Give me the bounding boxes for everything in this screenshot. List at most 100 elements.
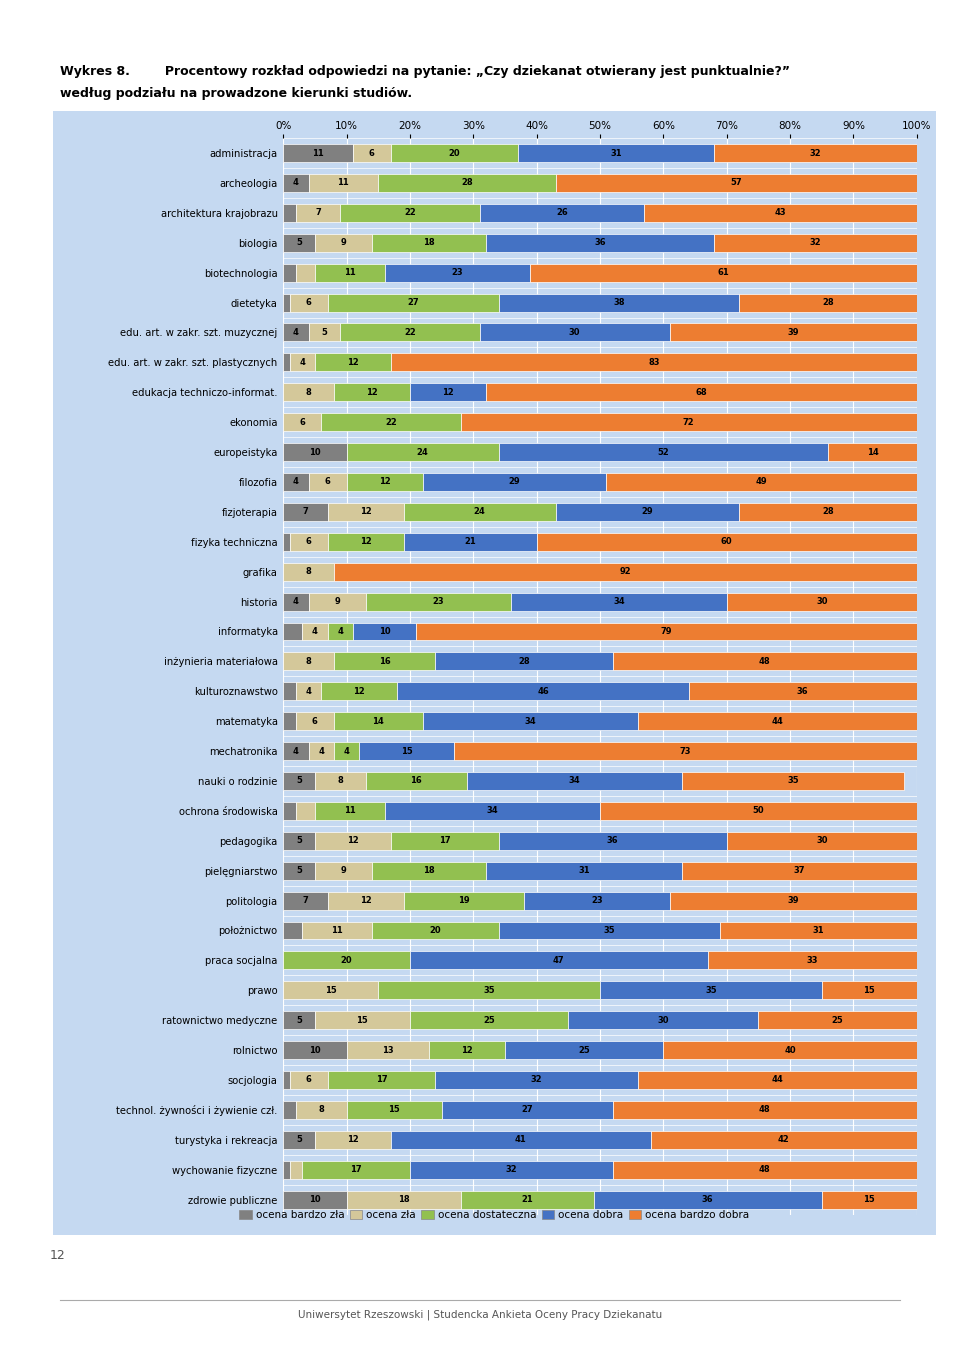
Text: 15: 15 [863, 986, 876, 995]
Bar [556, 502, 739, 521]
Bar [327, 502, 403, 521]
Text: 5: 5 [296, 776, 302, 785]
Text: 15: 15 [388, 1105, 400, 1114]
Bar [410, 383, 486, 401]
Text: 5: 5 [322, 328, 327, 337]
Bar [290, 294, 327, 311]
Text: 31: 31 [813, 926, 825, 936]
Text: 8: 8 [305, 567, 311, 577]
Bar [315, 353, 391, 371]
Bar [683, 861, 917, 880]
Text: 24: 24 [473, 508, 486, 516]
Bar [397, 682, 688, 700]
Text: 27: 27 [521, 1105, 533, 1114]
Bar [347, 443, 498, 460]
Bar [283, 1131, 315, 1148]
Bar [498, 443, 828, 460]
Text: 73: 73 [680, 746, 691, 756]
Bar [296, 1101, 347, 1118]
Text: 10: 10 [309, 1045, 321, 1055]
Text: 4: 4 [344, 746, 349, 756]
Text: 11: 11 [331, 926, 343, 936]
Bar [327, 1071, 435, 1089]
Bar [283, 682, 296, 700]
Bar [410, 1160, 612, 1179]
Text: 20: 20 [341, 956, 352, 965]
Text: 4: 4 [300, 357, 305, 367]
Bar [385, 802, 600, 821]
Bar [524, 892, 670, 910]
Bar [435, 653, 612, 670]
Bar [340, 324, 480, 341]
Text: 57: 57 [731, 179, 742, 187]
Bar [327, 892, 403, 910]
Text: 24: 24 [417, 448, 428, 456]
Bar [315, 234, 372, 252]
Text: 31: 31 [578, 867, 590, 875]
Bar [283, 1011, 315, 1029]
Bar [378, 173, 556, 192]
Bar [556, 173, 917, 192]
Text: 6: 6 [312, 716, 318, 726]
Text: 26: 26 [556, 209, 568, 218]
Text: 68: 68 [696, 387, 708, 397]
Bar [308, 173, 378, 192]
Text: 34: 34 [613, 597, 625, 607]
Text: 9: 9 [334, 597, 340, 607]
Bar [290, 1071, 327, 1089]
Text: 32: 32 [506, 1166, 517, 1174]
Text: 25: 25 [483, 1016, 495, 1025]
Bar [461, 1190, 593, 1209]
Bar [283, 861, 315, 880]
Bar [410, 1011, 568, 1029]
Bar [283, 772, 315, 789]
Bar [537, 533, 917, 551]
Text: 12: 12 [353, 686, 365, 696]
Bar [315, 831, 391, 850]
Text: 6: 6 [369, 149, 374, 157]
Bar [283, 1101, 296, 1118]
Bar [347, 1101, 442, 1118]
Text: 4: 4 [312, 627, 318, 636]
Bar [283, 563, 334, 581]
Bar [283, 1071, 290, 1089]
Text: 23: 23 [433, 597, 444, 607]
Text: 35: 35 [604, 926, 615, 936]
Text: 39: 39 [787, 328, 799, 337]
Text: 8: 8 [337, 776, 343, 785]
Bar [334, 653, 435, 670]
Text: 7: 7 [302, 508, 308, 516]
Text: 34: 34 [487, 807, 498, 815]
Bar [290, 353, 315, 371]
Bar [403, 892, 524, 910]
Bar [290, 533, 327, 551]
Text: 44: 44 [772, 716, 783, 726]
Bar [612, 1160, 917, 1179]
Bar [454, 742, 917, 760]
Text: 48: 48 [759, 1166, 771, 1174]
Text: 42: 42 [778, 1135, 790, 1144]
Text: 12: 12 [360, 538, 372, 546]
Bar [403, 533, 537, 551]
Text: 79: 79 [660, 627, 672, 636]
Text: 11: 11 [338, 179, 349, 187]
Text: według podziału na prowadzone kierunki studiów.: według podziału na prowadzone kierunki s… [60, 87, 412, 100]
Text: 11: 11 [344, 807, 355, 815]
Text: 23: 23 [591, 896, 603, 904]
Bar [758, 1011, 917, 1029]
Text: 30: 30 [658, 1016, 669, 1025]
Text: 28: 28 [461, 179, 472, 187]
Bar [498, 922, 720, 940]
Text: 19: 19 [458, 896, 469, 904]
Text: 38: 38 [613, 298, 625, 307]
Text: 28: 28 [823, 508, 834, 516]
Text: 22: 22 [404, 328, 416, 337]
Bar [315, 861, 372, 880]
Bar [391, 353, 917, 371]
Text: 12: 12 [360, 508, 372, 516]
Bar [283, 324, 308, 341]
Text: 18: 18 [423, 867, 435, 875]
Bar [600, 982, 822, 999]
Bar [353, 623, 417, 640]
Bar [403, 502, 556, 521]
